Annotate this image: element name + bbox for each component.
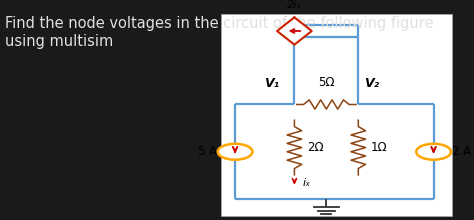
Circle shape (416, 144, 451, 160)
Text: Find the node voltages in the circuit of the following figure using multisim: Find the node voltages in the circuit of… (5, 16, 433, 49)
Text: 1Ω: 1Ω (371, 141, 388, 154)
Text: 5 A: 5 A (198, 145, 217, 158)
Text: 5Ω: 5Ω (318, 76, 335, 89)
Text: 2iₓ: 2iₓ (287, 0, 302, 10)
Text: V₁: V₁ (264, 77, 279, 90)
Circle shape (218, 144, 252, 160)
Text: iₓ: iₓ (302, 178, 311, 188)
Text: 2 A: 2 A (452, 145, 471, 158)
FancyBboxPatch shape (221, 14, 452, 216)
Text: V₂: V₂ (365, 77, 380, 90)
Text: 2Ω: 2Ω (307, 141, 324, 154)
Polygon shape (277, 17, 312, 45)
